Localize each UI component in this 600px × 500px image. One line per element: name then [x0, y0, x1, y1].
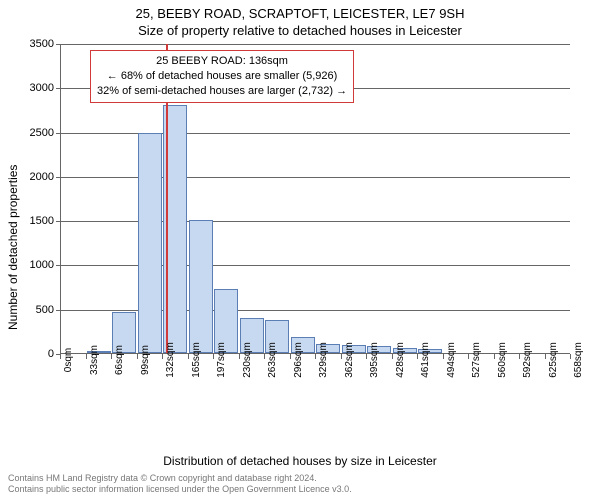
xtick-mark	[519, 354, 520, 359]
xtick-mark	[468, 354, 469, 359]
xtick-mark	[443, 354, 444, 359]
xtick-mark	[60, 354, 61, 359]
xtick-mark	[315, 354, 316, 359]
chart-area: 25 BEEBY ROAD: 136sqm ← 68% of detached …	[60, 44, 570, 404]
xtick-label: 395sqm	[369, 342, 380, 378]
xtick-mark	[137, 354, 138, 359]
ytick-label: 500	[0, 304, 54, 316]
xtick-mark	[570, 354, 571, 359]
ytick-mark	[56, 133, 61, 134]
ytick-label: 3500	[0, 38, 54, 50]
xtick-label: 494sqm	[446, 342, 457, 378]
xtick-mark	[417, 354, 418, 359]
ytick-label: 2500	[0, 127, 54, 139]
ytick-mark	[56, 221, 61, 222]
xtick-label: 197sqm	[216, 342, 227, 378]
ytick-mark	[56, 88, 61, 89]
ytick-label: 1000	[0, 259, 54, 271]
chart-title-block: 25, BEEBY ROAD, SCRAPTOFT, LEICESTER, LE…	[0, 0, 600, 38]
xtick-label: 560sqm	[497, 342, 508, 378]
xtick-mark	[366, 354, 367, 359]
ytick-label: 3000	[0, 82, 54, 94]
xtick-label: 0sqm	[63, 348, 74, 372]
footer-attribution: Contains HM Land Registry data © Crown c…	[8, 473, 352, 496]
xtick-label: 33sqm	[89, 345, 100, 375]
ytick-label: 0	[0, 348, 54, 360]
xtick-label: 527sqm	[471, 342, 482, 378]
ytick-label: 1500	[0, 215, 54, 227]
histogram-bar	[138, 133, 162, 353]
xtick-mark	[86, 354, 87, 359]
xtick-mark	[392, 354, 393, 359]
xtick-label: 625sqm	[548, 342, 559, 378]
info-box-line3: 32% of semi-detached houses are larger (…	[97, 84, 347, 99]
xtick-label: 658sqm	[573, 342, 584, 378]
highlight-info-box: 25 BEEBY ROAD: 136sqm ← 68% of detached …	[90, 50, 354, 103]
xtick-mark	[494, 354, 495, 359]
xtick-mark	[290, 354, 291, 359]
xtick-label: 362sqm	[344, 342, 355, 378]
xtick-label: 165sqm	[191, 342, 202, 378]
info-box-line1: 25 BEEBY ROAD: 136sqm	[97, 54, 347, 69]
xtick-label: 329sqm	[318, 342, 329, 378]
xtick-label: 132sqm	[165, 342, 176, 378]
x-axis-label: Distribution of detached houses by size …	[0, 454, 600, 468]
xtick-label: 66sqm	[114, 345, 125, 375]
xtick-label: 99sqm	[140, 345, 151, 375]
footer-line1: Contains HM Land Registry data © Crown c…	[8, 473, 352, 485]
footer-line2: Contains public sector information licen…	[8, 484, 352, 496]
histogram-bar	[189, 220, 213, 353]
xtick-label: 428sqm	[395, 342, 406, 378]
ytick-mark	[56, 265, 61, 266]
xtick-mark	[341, 354, 342, 359]
xtick-mark	[264, 354, 265, 359]
chart-subtitle: Size of property relative to detached ho…	[0, 23, 600, 38]
info-box-line2: ← 68% of detached houses are smaller (5,…	[97, 69, 347, 84]
chart-title-address: 25, BEEBY ROAD, SCRAPTOFT, LEICESTER, LE…	[0, 6, 600, 21]
gridline	[61, 44, 570, 45]
xtick-label: 230sqm	[242, 342, 253, 378]
xtick-mark	[239, 354, 240, 359]
ytick-label: 2000	[0, 171, 54, 183]
ytick-mark	[56, 44, 61, 45]
ytick-mark	[56, 177, 61, 178]
xtick-mark	[162, 354, 163, 359]
xtick-mark	[213, 354, 214, 359]
xtick-label: 592sqm	[522, 342, 533, 378]
xtick-label: 461sqm	[420, 342, 431, 378]
xtick-label: 263sqm	[267, 342, 278, 378]
xtick-mark	[545, 354, 546, 359]
xtick-mark	[188, 354, 189, 359]
xtick-label: 296sqm	[293, 342, 304, 378]
ytick-mark	[56, 310, 61, 311]
xtick-mark	[111, 354, 112, 359]
